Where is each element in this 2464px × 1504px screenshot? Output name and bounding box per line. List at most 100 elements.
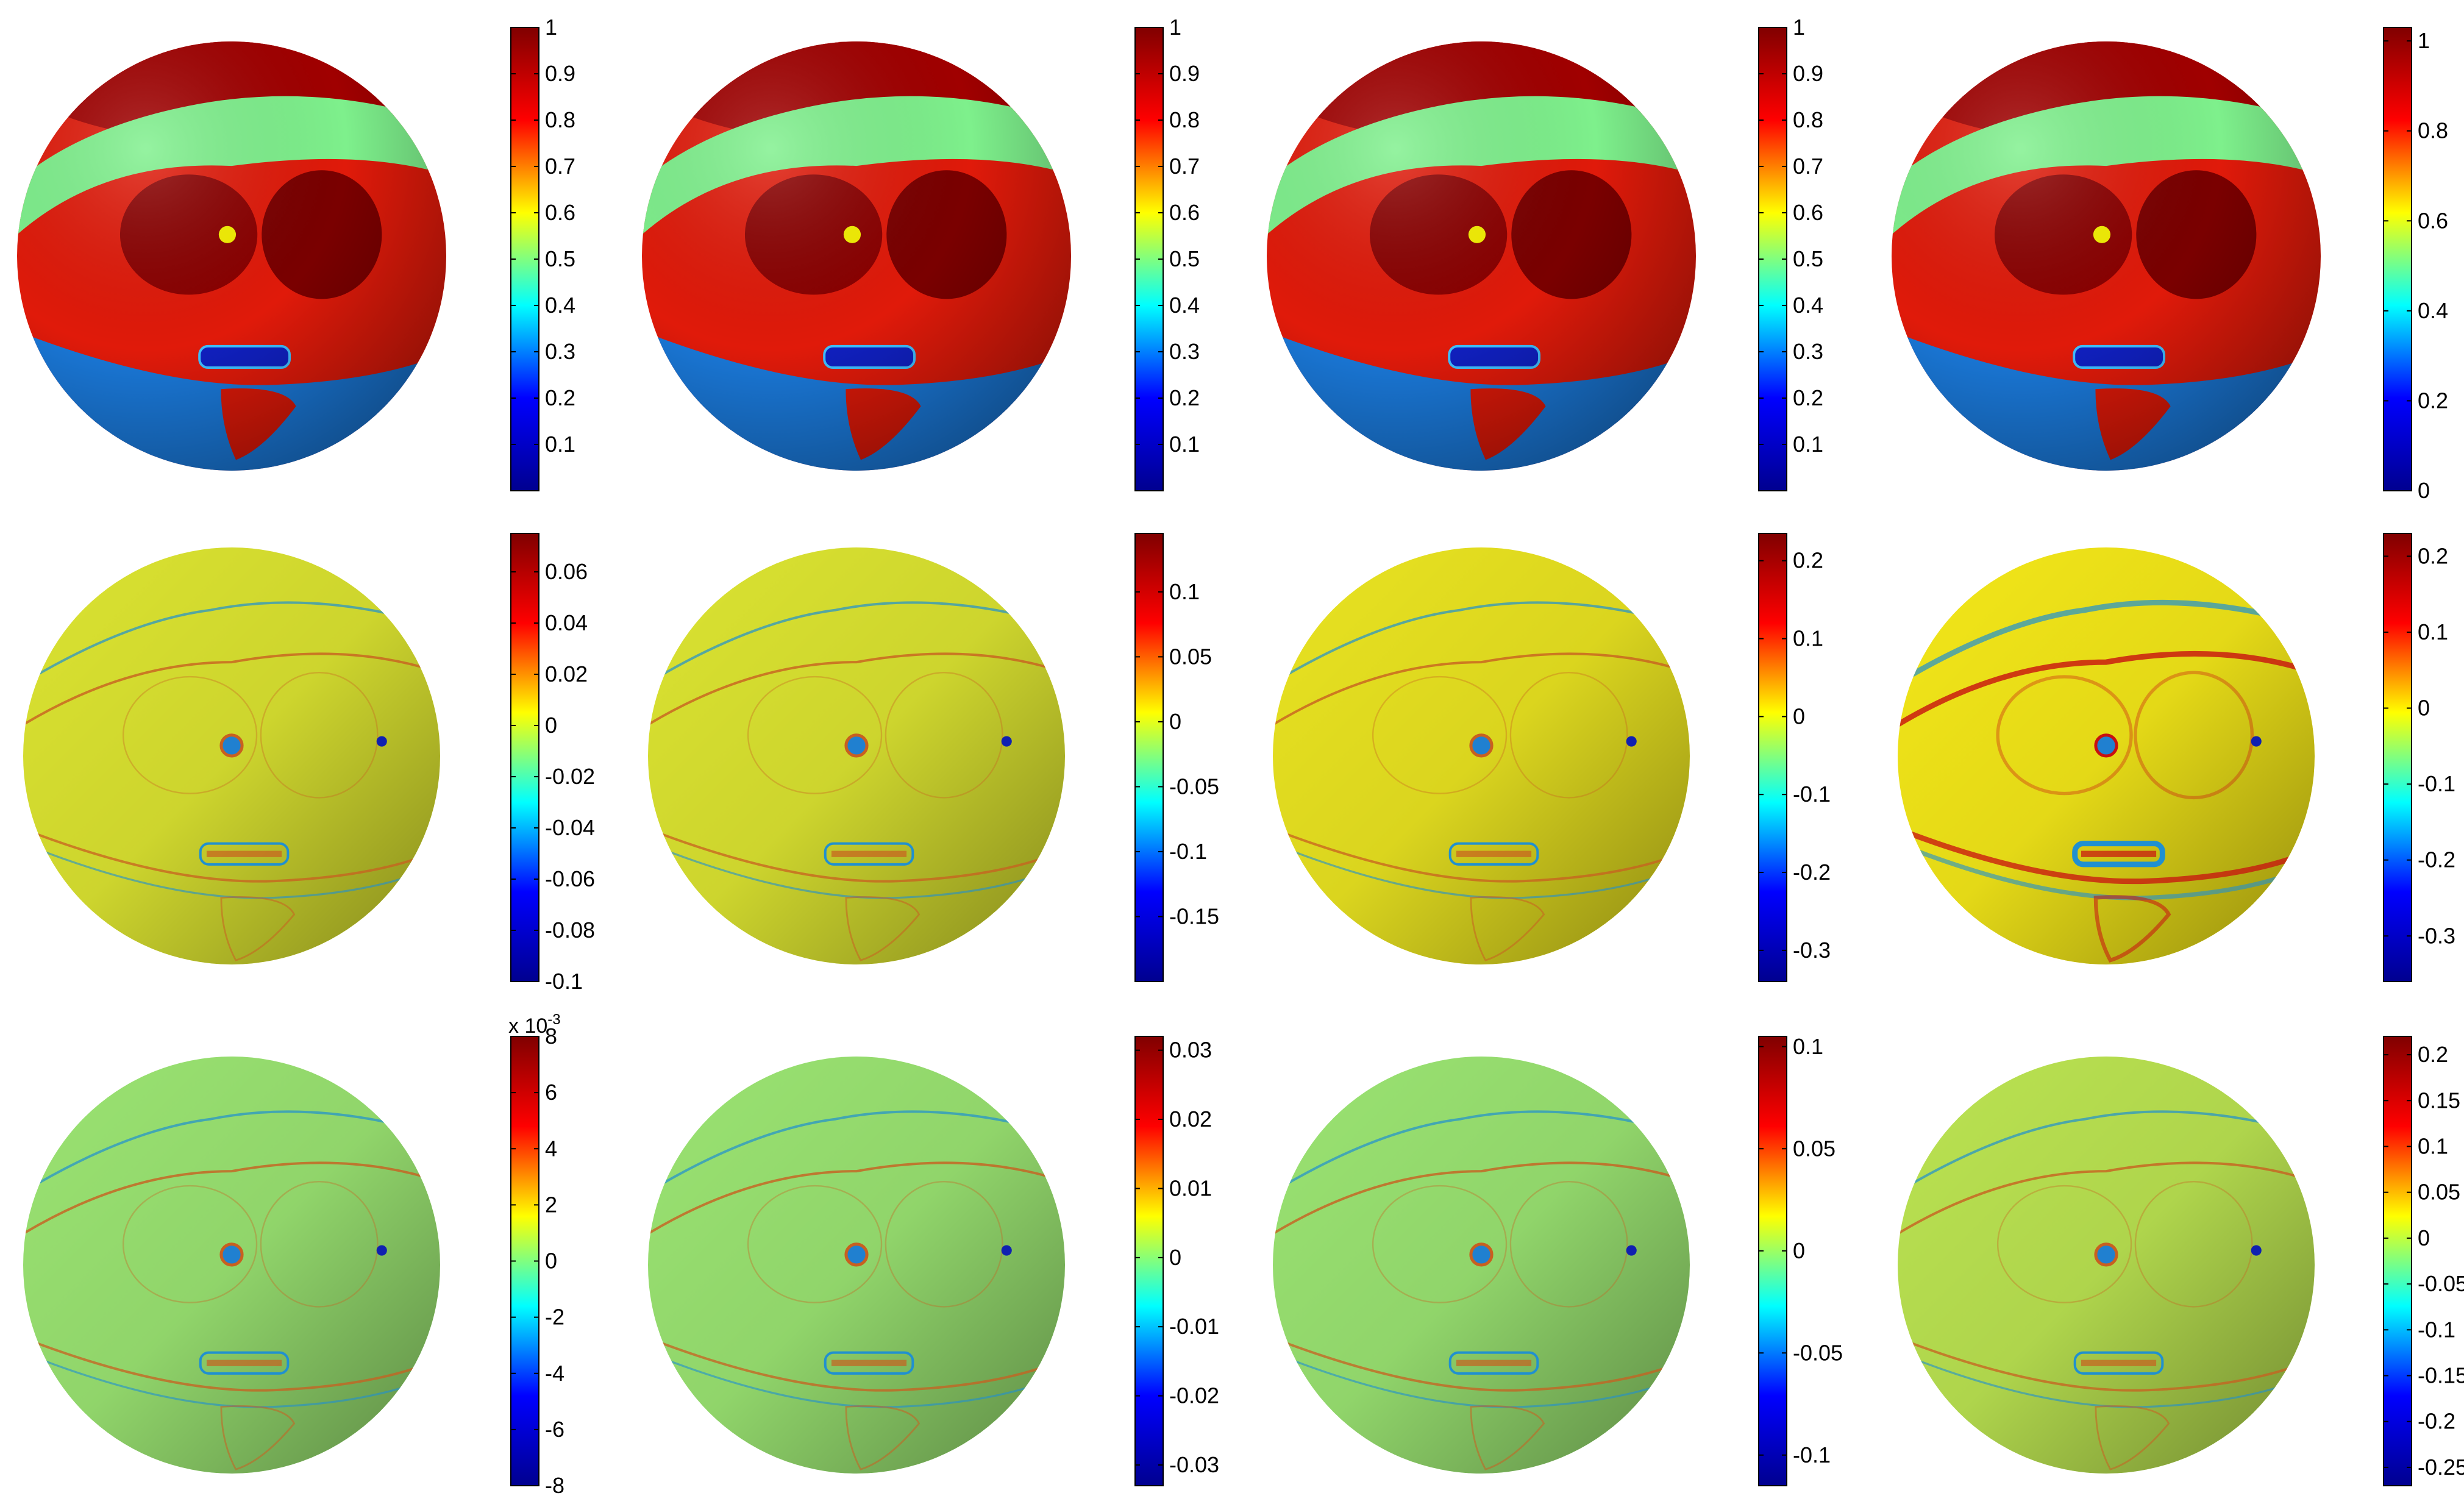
spot-center [219, 1242, 244, 1267]
colorbar-tick-label: 4 [545, 1136, 557, 1161]
edge-cap [648, 1110, 1065, 1194]
colorbar-tick-label: 0.2 [1169, 385, 1200, 410]
colorbar-tick-label: 0.1 [2418, 1133, 2448, 1158]
colorbar-tick-label: -0.05 [1793, 1340, 1843, 1365]
panel-r3-c1: -8 -6 -4 -2 0 2 4 6 8x 10-3 [23, 1011, 564, 1498]
colorbar-tick-label: -0.2 [2418, 1409, 2455, 1434]
colorbar-tick-label: 0.2 [1793, 385, 1823, 410]
spot-right [2251, 736, 2262, 747]
colorbar-tick-label: 0.4 [1793, 293, 1823, 318]
colorbar-tick-label: 2 [545, 1192, 557, 1217]
colorbar-tick-label: 0.06 [545, 559, 588, 584]
edge-peninsula [845, 1405, 920, 1470]
sphere-shading [1267, 41, 1696, 471]
panel-r2-c2: -0.15 -0.1 -0.05 0 0.05 0.1 [648, 533, 1219, 982]
spot-right [1626, 736, 1637, 747]
sphere-surface [1273, 547, 1690, 964]
edge-mouth [1448, 1351, 1539, 1375]
sphere-shading [1892, 41, 2321, 471]
spot-right [376, 1245, 387, 1256]
colorbar-tick-label: 0.1 [1793, 626, 1823, 651]
colorbar-tick-label: 0.2 [545, 385, 575, 410]
colorbar-tick-label: -0.06 [545, 866, 595, 891]
sphere-shading [642, 41, 1071, 471]
colorbar-tick-label: -0.3 [2418, 923, 2455, 948]
colorbar: 0.1 0.2 0.3 0.4 0.5 0.6 0.7 0.8 0.9 1 [1758, 15, 1823, 491]
edge-cap [23, 601, 440, 685]
colorbar-tick-label: 8 [545, 1024, 557, 1049]
colorbar-tick-label: 0.5 [545, 246, 575, 271]
colorbar-tick-label: -0.05 [2418, 1271, 2464, 1296]
edge-lower [1898, 1336, 2315, 1392]
sphere-surface [648, 1057, 1065, 1474]
colorbar-tick-label: 0.7 [545, 154, 575, 179]
colorbar: -0.3 -0.2 -0.1 0 0.1 0.2 [1758, 533, 1831, 982]
colorbar-tick-label: 0.1 [2418, 619, 2448, 644]
edge-upper [1273, 652, 1690, 726]
panel-r1-c2: 0.1 0.2 0.3 0.4 0.5 0.6 0.7 0.8 0.9 1 [642, 15, 1200, 491]
colorbar-tick-label: -0.1 [2418, 771, 2455, 796]
colorbar-tick-label: 0.05 [1793, 1136, 1836, 1161]
edge-mouth [2073, 1351, 2164, 1375]
panel-r3-c4: -0.25 -0.2 -0.15 -0.1 -0.05 0 0.05 0.1 0.15 0.2 [1898, 1036, 2464, 1486]
panel-r1-c4: 0 0.2 0.4 0.6 0.8 1 [1892, 27, 2448, 503]
edge-cap [23, 1110, 440, 1194]
edge-lower [648, 1336, 1065, 1392]
edge-peninsula [2095, 1405, 2170, 1470]
edge-eye-right [2134, 1181, 2253, 1308]
edge-lower [1273, 827, 1690, 883]
edge-upper [648, 652, 1065, 726]
colorbar-tick-label: -0.25 [2418, 1455, 2464, 1480]
sphere-surface [1892, 41, 2321, 471]
colorbar-tick-label: -0.2 [1793, 860, 1831, 885]
edge-mouth [1448, 842, 1539, 866]
edge-cap [1273, 601, 1690, 685]
edge-mouth [824, 842, 914, 866]
edge-mouth [199, 1351, 290, 1375]
colorbar-tick-label: 1 [1793, 15, 1805, 40]
sphere-surface [1898, 547, 2315, 964]
edge-upper [23, 652, 440, 726]
colorbar-tick-label: 0.6 [1793, 200, 1823, 225]
colorbar-gradient [2383, 533, 2412, 982]
colorbar: 0.1 0.2 0.3 0.4 0.5 0.6 0.7 0.8 0.9 1 [1134, 15, 1200, 491]
colorbar-tick-label: -0.1 [1793, 782, 1831, 807]
colorbar-tick-label: -2 [545, 1305, 564, 1330]
colorbar-tick-label: 0.1 [1793, 432, 1823, 457]
spot-center [1469, 1242, 1494, 1267]
colorbar-tick-label: 0 [545, 713, 557, 738]
colorbar: -8 -6 -4 -2 0 2 4 6 8x 10-3 [508, 1011, 564, 1498]
colorbar-tick-label: 0.3 [1793, 339, 1823, 364]
panel-r2-c1: -0.1 -0.08 -0.06 -0.04 -0.02 0 0.02 0.04 0.06 [23, 533, 595, 994]
colorbar-tick-label: 0.8 [545, 107, 575, 132]
edge-eye-right [885, 1181, 1003, 1308]
colorbar-tick-label: 0.02 [1169, 1107, 1212, 1132]
edge-lower [23, 1336, 440, 1392]
edge-upper [1273, 1161, 1690, 1235]
edge-eye-right [1509, 1181, 1628, 1308]
edge-mouth-inner [831, 1360, 907, 1366]
colorbar-tick-label: 0.04 [545, 610, 588, 635]
colorbar-gradient [510, 533, 539, 982]
edge-peninsula [845, 896, 920, 961]
sphere-surface [1273, 1057, 1690, 1474]
panel-r2-c4: -0.3 -0.2 -0.1 0 0.1 0.2 [1898, 533, 2455, 982]
edge-mouth-inner [2081, 850, 2157, 857]
edge-peninsula [1470, 896, 1545, 961]
colorbar-tick-label: -6 [545, 1417, 564, 1442]
edge-lower [23, 827, 440, 883]
colorbar-tick-label: 0.2 [2418, 543, 2448, 568]
panel-r3-c2: -0.03 -0.02 -0.01 0 0.01 0.02 0.03 [648, 1036, 1219, 1486]
edge-eye-left [122, 675, 258, 794]
edge-eye-left [1996, 675, 2133, 796]
edge-eye-left [747, 1185, 883, 1303]
edge-eye-left [1372, 1185, 1508, 1303]
colorbar-tick-label: 1 [2418, 28, 2430, 53]
colorbar-tick-label: 0.3 [1169, 339, 1200, 364]
edge-cap [648, 601, 1065, 685]
sphere-surface [23, 1057, 440, 1474]
sphere-surface [1898, 1057, 2315, 1474]
colorbar-tick-label: 0.8 [2418, 118, 2448, 143]
colorbar-tick-label: 0.9 [1169, 61, 1200, 86]
edge-mouth [199, 842, 290, 866]
